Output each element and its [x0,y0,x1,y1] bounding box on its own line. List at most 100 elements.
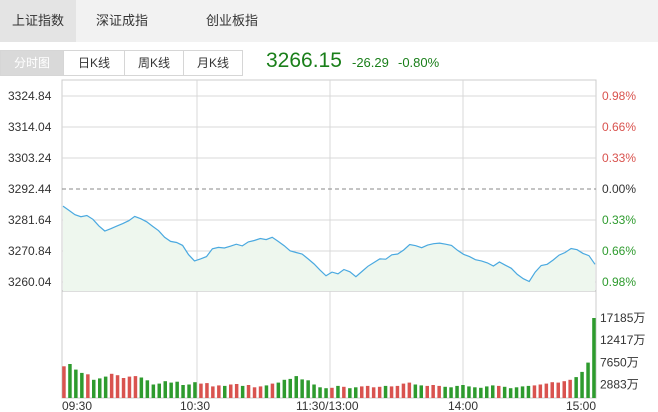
volume-bar [306,380,310,398]
volume-bar [574,377,578,398]
volume-tick-label: 17185万 [600,311,645,325]
percent-tick-label: 0.98% [602,275,636,289]
current-price: 3266.15 [266,49,342,72]
volume-bar [223,385,227,398]
volume-bar [461,385,465,398]
price-area-fill [63,206,595,291]
volume-bar [538,384,543,398]
percent-tick-label: 0.66% [602,120,636,134]
volume-bar [514,387,519,398]
volume-bar [258,386,263,398]
volume-bar [431,385,435,398]
volume-bar [270,383,275,398]
volume-bar [479,387,483,398]
price-change-percent: -0.80% [398,55,440,70]
volume-bar [127,376,132,398]
price-tick-label: 3292.44 [8,182,52,196]
volume-bar [187,384,191,398]
percent-tick-label: 0.00% [602,182,636,196]
percent-tick-label: 0.33% [602,213,636,227]
volume-bar [330,387,334,398]
volume-bar [74,369,78,398]
price-tick-label: 3314.04 [8,120,52,134]
volume-bar [544,383,549,398]
price-line [62,205,596,283]
volume-bar [389,386,394,398]
volume-bar [62,366,66,398]
volume-bar [294,376,298,398]
price-tick-label: 3270.84 [8,244,52,258]
index-tab-bar: 上证指数 深证成指 创业板指 [0,0,658,42]
volume-bar [371,387,376,398]
volume-bar [497,385,501,398]
volume-bar [169,382,173,398]
volume-bar [234,384,239,398]
price-change: -26.29 [352,55,389,70]
volume-bar [312,384,316,398]
volume-bar [199,383,203,398]
volume-bar [342,386,346,398]
volume-bar [133,376,138,398]
volume-bar [455,385,459,398]
volume-bar [318,387,322,398]
volume-bar [68,364,72,398]
volume-bar [145,380,150,398]
volume-bar [401,383,406,398]
tab-chinext[interactable]: 创业板指 [205,13,258,28]
volume-bar [395,385,400,398]
volume-bar [252,387,257,398]
volume-bar [157,383,161,398]
volume-bar [360,386,364,398]
volume-bar [121,378,126,398]
volume-bar [300,379,304,398]
volume-bar [80,372,84,398]
time-axis-label: 11:30/13:00 [296,399,359,412]
volume-bar [467,386,471,398]
volume-bar [473,387,477,398]
tab-shenzhen-component[interactable]: 深证成指 [95,13,148,28]
volume-bar [276,382,281,398]
volume-bar [508,388,513,398]
volume-bar [354,387,358,398]
volume-bar [365,385,370,398]
volume-bar [413,384,418,398]
volume-bar [115,375,120,398]
volume-bar [193,382,197,398]
tab-monthly-k[interactable]: 月K线 [183,50,243,76]
percent-tick-label: 0.66% [602,244,636,258]
volume-bar [229,384,233,398]
tab-weekly-k[interactable]: 周K线 [124,50,184,76]
tab-intraday[interactable]: 分时图 [0,50,64,76]
time-axis-label: 09:30 [62,399,92,412]
volume-bar [532,385,537,398]
volume-bar [377,386,382,398]
price-tick-label: 3281.64 [8,213,52,227]
volume-bar [550,382,554,398]
volume-bar [139,377,144,398]
volume-bar [86,374,90,398]
volume-bar [407,382,412,398]
volume-bar [592,318,596,398]
volume-bar [437,385,441,398]
volume-bar [502,386,507,398]
chart-frame [61,79,597,399]
volume-bar [109,373,114,398]
volume-bar [383,385,388,398]
volume-bar [520,386,525,398]
volume-bar [205,383,209,398]
tab-daily-k[interactable]: 日K线 [63,50,125,76]
volume-bar [264,385,269,398]
volume-bar [211,386,215,398]
volume-bar [163,381,167,398]
price-tick-label: 3324.84 [8,89,52,103]
volume-bar [419,385,423,398]
volume-bar [425,385,429,398]
tab-shanghai-composite[interactable]: 上证指数 [0,0,76,42]
volume-bar [449,387,453,398]
volume-bar [240,385,245,398]
volume-tick-label: 12417万 [600,333,645,347]
volume-bar [562,381,566,398]
volume-bar [217,385,221,398]
volume-bar [348,388,352,398]
volume-bar [98,378,102,398]
